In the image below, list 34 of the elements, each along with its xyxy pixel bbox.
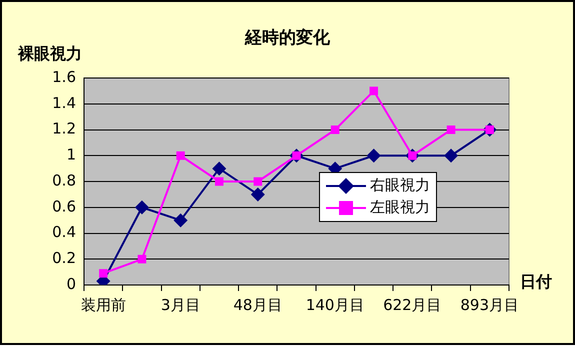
point [366, 148, 381, 163]
point [99, 269, 108, 278]
y-tick-label: 1.2 [52, 120, 76, 138]
legend-label: 右眼視力 [370, 176, 430, 195]
y-tick-label: 0 [66, 274, 76, 293]
y-tick-label: 1.4 [52, 94, 76, 112]
x-tick-label: 893月目 [460, 296, 519, 314]
x-tick-label: 装用前 [80, 296, 126, 314]
y-tick-label: 0.8 [52, 171, 76, 190]
point [446, 126, 456, 134]
x-tick-label: 622月目 [383, 296, 442, 314]
y-tick-label: 0.6 [52, 197, 76, 216]
point [212, 162, 226, 176]
y-tick-label: 0.4 [52, 223, 76, 242]
x-axis-title: 日付 [520, 272, 552, 293]
point [444, 148, 458, 163]
y-tick-label: 1 [66, 146, 76, 164]
chart-title: 経時的変化 [245, 28, 330, 48]
y-axis-title: 裸眼視力 [18, 44, 82, 65]
point [214, 177, 224, 186]
point [138, 254, 146, 264]
x-tick-label: 140月目 [306, 296, 364, 314]
y-tick-label: 1.6 [52, 68, 76, 86]
x-tick-label: 48月目 [233, 296, 282, 314]
point [134, 200, 149, 214]
point [254, 177, 262, 186]
point [330, 126, 340, 134]
point [174, 213, 188, 228]
point [250, 187, 265, 202]
x-tick-label: 3月目 [160, 296, 200, 314]
y-tick-label: 0.2 [52, 249, 76, 268]
point [176, 151, 185, 160]
legend-label: 左眼視力 [370, 198, 430, 217]
point [370, 86, 378, 96]
